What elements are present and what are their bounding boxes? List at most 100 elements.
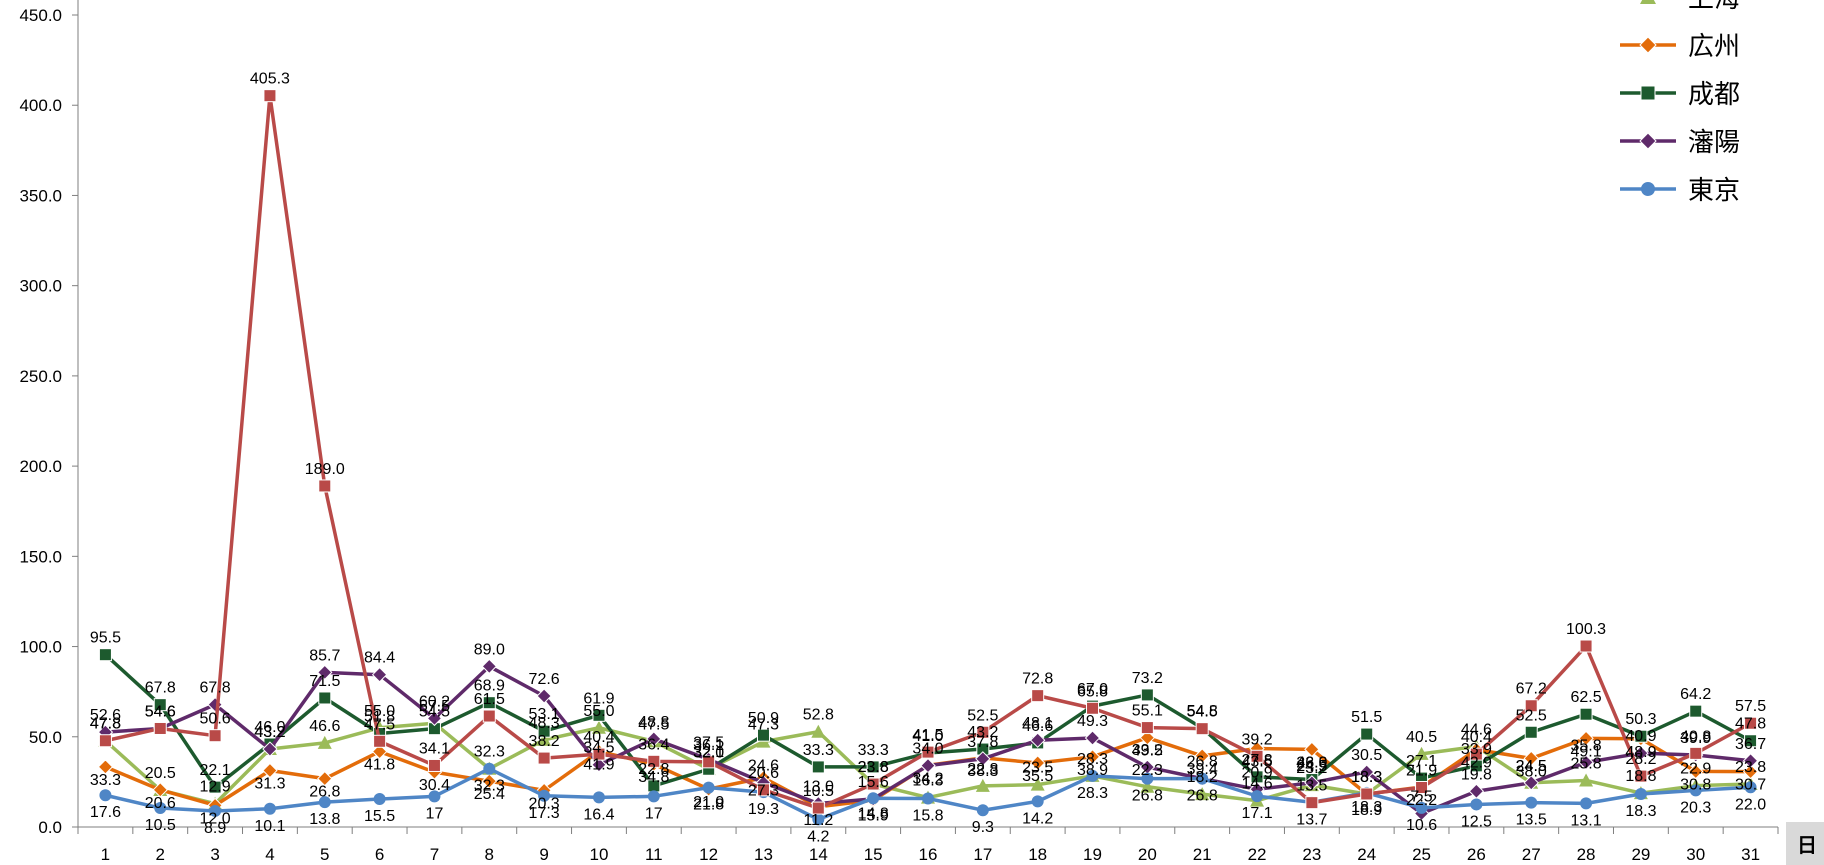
data-point bbox=[371, 666, 388, 683]
x-tick-label: 23 bbox=[1302, 845, 1321, 864]
data-label: 22.0 bbox=[1735, 796, 1766, 813]
data-label: 21.8 bbox=[693, 797, 724, 814]
data-point bbox=[153, 698, 167, 712]
data-point bbox=[481, 773, 497, 789]
data-point bbox=[922, 792, 934, 805]
data-point bbox=[1194, 748, 1210, 764]
data-label: 50.9 bbox=[748, 710, 779, 727]
data-point bbox=[1031, 689, 1045, 703]
data-label: 23.8 bbox=[1735, 759, 1766, 776]
data-point bbox=[98, 648, 112, 662]
data-label: 22.3 bbox=[1132, 762, 1163, 779]
data-point bbox=[647, 754, 661, 768]
y-tick-label: 450.0 bbox=[19, 6, 62, 25]
data-label: 16.3 bbox=[912, 773, 943, 790]
data-point bbox=[702, 781, 715, 794]
data-label: 37.8 bbox=[967, 734, 998, 751]
data-label: 21.9 bbox=[1406, 762, 1437, 779]
x-axis-unit-label: 日 bbox=[1797, 833, 1817, 857]
data-point bbox=[373, 793, 386, 806]
data-label: 51.8 bbox=[364, 709, 395, 726]
data-label: 32.3 bbox=[474, 778, 505, 795]
data-label: 13.5 bbox=[1296, 778, 1327, 795]
legend-marker bbox=[1639, 132, 1657, 150]
data-label: 22.1 bbox=[200, 762, 231, 779]
data-label: 23.2 bbox=[1296, 760, 1327, 777]
data-label: 33.2 bbox=[1132, 742, 1163, 759]
data-label: 26.8 bbox=[1187, 788, 1218, 805]
data-label: 61.9 bbox=[583, 690, 614, 707]
data-point bbox=[756, 783, 770, 797]
data-label: 43.5 bbox=[1241, 754, 1272, 771]
data-point bbox=[702, 755, 716, 769]
data-label: 49.1 bbox=[1570, 743, 1601, 760]
data-point bbox=[1304, 741, 1320, 758]
data-point bbox=[867, 792, 880, 805]
data-label: 68.9 bbox=[474, 678, 505, 695]
data-label: 23.8 bbox=[858, 759, 889, 776]
data-point bbox=[1196, 772, 1209, 785]
data-label: 38.3 bbox=[967, 763, 998, 780]
data-point bbox=[482, 696, 496, 710]
data-label: 27.8 bbox=[1241, 752, 1272, 769]
x-tick-label: 15 bbox=[864, 845, 883, 864]
x-tick-label: 24 bbox=[1357, 845, 1376, 864]
data-label: 17.6 bbox=[90, 804, 121, 821]
data-label: 34.5 bbox=[583, 740, 614, 757]
data-label: 7.5 bbox=[1410, 788, 1432, 805]
data-point bbox=[208, 780, 222, 794]
data-point bbox=[1414, 746, 1429, 760]
x-tick-label: 20 bbox=[1138, 845, 1157, 864]
data-label: 52.8 bbox=[803, 707, 834, 724]
data-label: 18.3 bbox=[1351, 769, 1382, 786]
data-label: 95.5 bbox=[90, 630, 121, 647]
data-point bbox=[1470, 798, 1483, 811]
data-label: 24.5 bbox=[1516, 758, 1547, 775]
data-label: 40.9 bbox=[1625, 728, 1656, 745]
y-tick-label: 50.0 bbox=[29, 728, 62, 747]
data-label: 67.8 bbox=[200, 680, 231, 697]
data-point bbox=[1086, 769, 1099, 782]
data-label: 4.2 bbox=[807, 828, 829, 845]
data-label: 35.5 bbox=[1022, 768, 1053, 785]
data-point bbox=[1029, 755, 1046, 771]
data-label: 33.9 bbox=[1461, 741, 1492, 758]
data-label: 25.8 bbox=[1570, 755, 1601, 772]
data-label: 24.6 bbox=[748, 758, 779, 775]
data-label: 28.3 bbox=[1077, 751, 1108, 768]
data-label: 47.5 bbox=[364, 716, 395, 733]
data-label: 20.6 bbox=[145, 795, 176, 812]
x-tick-label: 4 bbox=[265, 845, 274, 864]
data-point bbox=[1251, 790, 1264, 803]
data-label: 67.2 bbox=[1516, 681, 1547, 698]
data-point bbox=[97, 759, 114, 775]
data-label: 38.2 bbox=[529, 733, 560, 750]
data-point bbox=[1689, 746, 1703, 760]
data-label: 33.3 bbox=[90, 772, 121, 789]
data-label: 50.6 bbox=[200, 711, 231, 728]
data-label: 73.2 bbox=[1132, 670, 1163, 687]
data-label: 24.5 bbox=[1296, 758, 1327, 775]
data-point bbox=[99, 789, 112, 802]
data-point bbox=[1578, 730, 1594, 747]
data-point bbox=[1688, 763, 1704, 780]
data-point bbox=[317, 770, 333, 787]
data-label: 13.1 bbox=[1570, 812, 1601, 829]
data-label: 22.8 bbox=[638, 761, 669, 778]
data-label: 40.5 bbox=[1406, 729, 1437, 746]
data-point bbox=[481, 658, 497, 675]
data-label: 12.0 bbox=[200, 810, 231, 827]
data-label: 20.9 bbox=[1241, 764, 1272, 781]
data-point bbox=[208, 729, 222, 743]
data-point bbox=[1689, 704, 1703, 718]
data-point bbox=[1031, 795, 1044, 808]
data-point bbox=[646, 731, 662, 747]
data-label: 26.8 bbox=[309, 784, 340, 801]
data-label: 55.0 bbox=[583, 703, 614, 720]
data-label: 10.5 bbox=[145, 817, 176, 834]
data-point bbox=[538, 789, 551, 802]
x-tick-label: 16 bbox=[919, 845, 938, 864]
data-point bbox=[1195, 787, 1210, 801]
chart-axes: 0.0 50.0 100.0 150.0 200.0 250.0 300.0 350.0 400… bbox=[19, 0, 1779, 864]
